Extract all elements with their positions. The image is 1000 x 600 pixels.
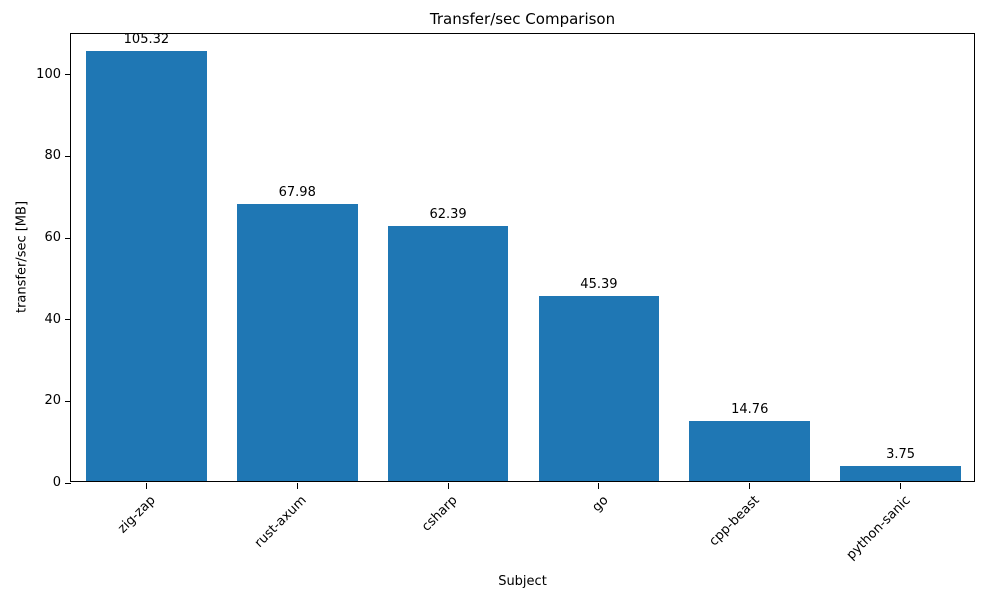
plot-area: 0 20 40 60 80 100 105.32 zig-zap 67.98 rust-axum 6… (36, 32, 975, 563)
bar-value-label: 45.39 (580, 276, 618, 292)
x-tick-mark (447, 483, 449, 489)
bar-value-label: 67.98 (278, 184, 316, 200)
bar (538, 295, 660, 481)
x-axis-label: Subject (498, 574, 547, 589)
y-tick-mark (65, 155, 71, 157)
y-tick-label: 20 (44, 393, 61, 409)
x-tick-mark (900, 483, 902, 489)
x-tick-mark (296, 483, 298, 489)
y-tick-label: 0 (52, 475, 61, 490)
y-tick-mark (65, 400, 71, 402)
bar (689, 420, 811, 481)
bar (387, 226, 509, 481)
y-tick-label: 40 (44, 311, 61, 327)
bar-value-label: 14.76 (731, 401, 769, 417)
y-tick-mark (65, 237, 71, 239)
bar-value-label: 62.39 (429, 207, 467, 223)
x-tick-mark (598, 483, 600, 489)
y-axis-label: transfer/sec [MB] (14, 200, 30, 314)
bar (840, 465, 961, 481)
y-tick-label: 100 (36, 66, 61, 82)
x-tick-mark (145, 483, 147, 489)
bar-value-label: 3.75 (886, 446, 916, 462)
y-tick-label: 60 (44, 230, 61, 246)
y-tick-mark (65, 319, 71, 321)
chart-title: Transfer/sec Comparison (429, 10, 616, 28)
y-tick-mark (65, 482, 71, 484)
y-tick-mark (65, 74, 71, 76)
x-tick-mark (749, 483, 751, 489)
bar (86, 51, 207, 481)
bar (236, 203, 358, 481)
y-tick-label: 80 (44, 148, 61, 164)
bar-value-label: 105.32 (123, 32, 170, 48)
